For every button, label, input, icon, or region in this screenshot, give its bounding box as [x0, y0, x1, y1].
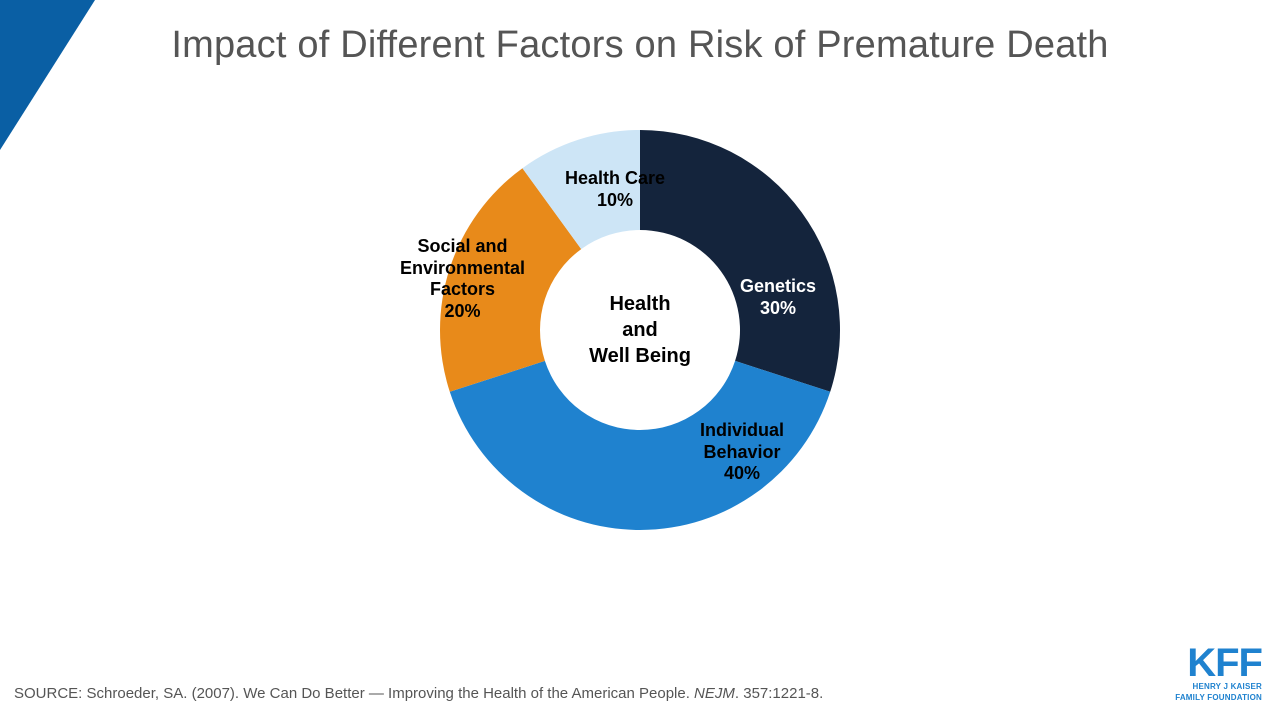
- source-citation: SOURCE: Schroeder, SA. (2007). We Can Do…: [14, 685, 823, 702]
- kff-logo: KFF HENRY J KAISER FAMILY FOUNDATION: [1175, 645, 1262, 702]
- kff-logo-sub2: FAMILY FOUNDATION: [1175, 694, 1262, 702]
- slice-label-0: Genetics30%: [740, 276, 816, 319]
- donut-chart: HealthandWell Being Genetics30% Individua…: [430, 120, 850, 540]
- chart-area: HealthandWell Being Genetics30% Individua…: [0, 120, 1280, 540]
- source-prefix: SOURCE: Schroeder, SA. (2007). We Can Do…: [14, 685, 694, 702]
- kff-logo-text: KFF: [1175, 645, 1262, 681]
- slide: Impact of Different Factors on Risk of P…: [0, 0, 1280, 720]
- source-journal: NEJM: [694, 685, 735, 702]
- slide-title: Impact of Different Factors on Risk of P…: [0, 24, 1280, 67]
- donut-center-label: HealthandWell Being: [589, 291, 691, 369]
- slice-label-1: IndividualBehavior40%: [700, 420, 784, 485]
- slice-label-3: Health Care10%: [565, 168, 665, 211]
- slice-label-2: Social andEnvironmentalFactors20%: [400, 236, 525, 322]
- source-suffix: . 357:1221-8.: [735, 685, 823, 702]
